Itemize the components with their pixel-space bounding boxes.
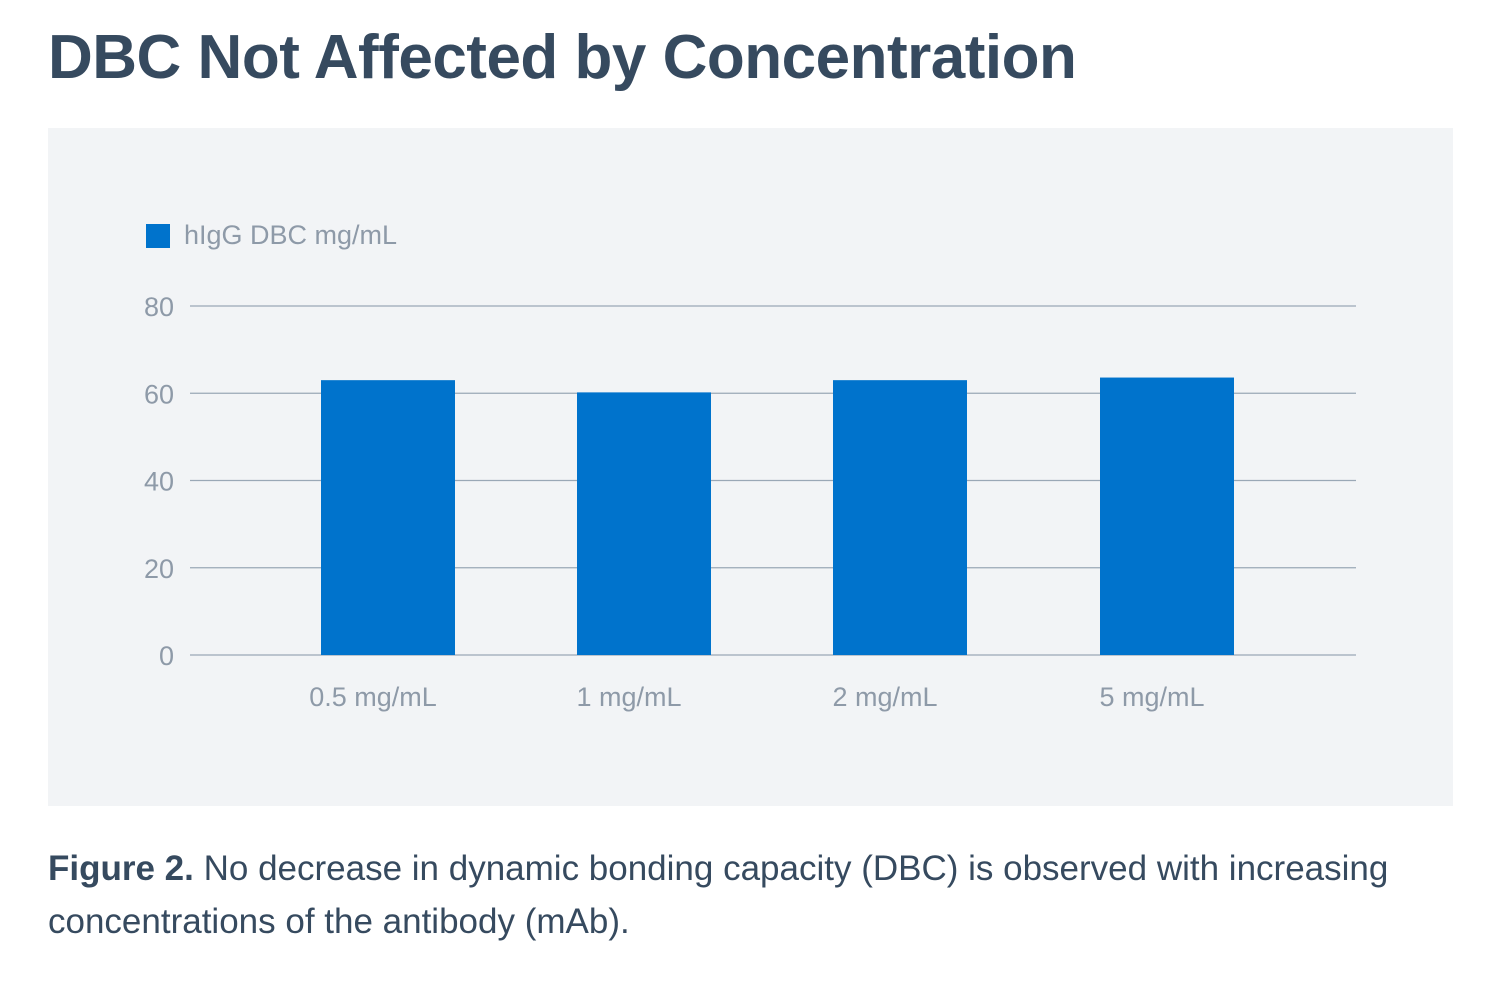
bar-chart: 0 20 40 60 80 0.5 mg/mL 1 mg/mL 2 mg/mL 5 mg/mL (144, 292, 1356, 712)
x-tick-label: 5 mg/mL (1099, 682, 1204, 712)
bar (833, 380, 967, 655)
x-tick-label: 0.5 mg/mL (309, 682, 437, 712)
y-tick-label: 60 (144, 379, 174, 409)
x-tick-label: 2 mg/mL (832, 682, 937, 712)
legend: hIgG DBC mg/mL (146, 220, 397, 251)
bar (1100, 377, 1234, 655)
y-tick-label: 0 (159, 641, 174, 671)
legend-swatch (146, 223, 170, 248)
figure-caption: Figure 2. No decrease in dynamic bonding… (48, 842, 1428, 948)
caption-text: No decrease in dynamic bonding capacity … (48, 849, 1389, 941)
bar (577, 392, 711, 655)
y-tick-label: 20 (144, 554, 174, 584)
page-title: DBC Not Affected by Concentration (48, 23, 1077, 92)
legend-label: hIgG DBC mg/mL (184, 220, 398, 250)
x-tick-label: 1 mg/mL (576, 682, 681, 712)
caption-label: Figure 2. (48, 849, 194, 888)
chart-panel: hIgG DBC mg/mL 0 20 40 60 80 0.5 mg/mL 1 mg/mL… (48, 128, 1453, 806)
y-tick-label: 80 (144, 292, 174, 322)
y-tick-label: 40 (144, 467, 174, 497)
bar (321, 380, 455, 655)
